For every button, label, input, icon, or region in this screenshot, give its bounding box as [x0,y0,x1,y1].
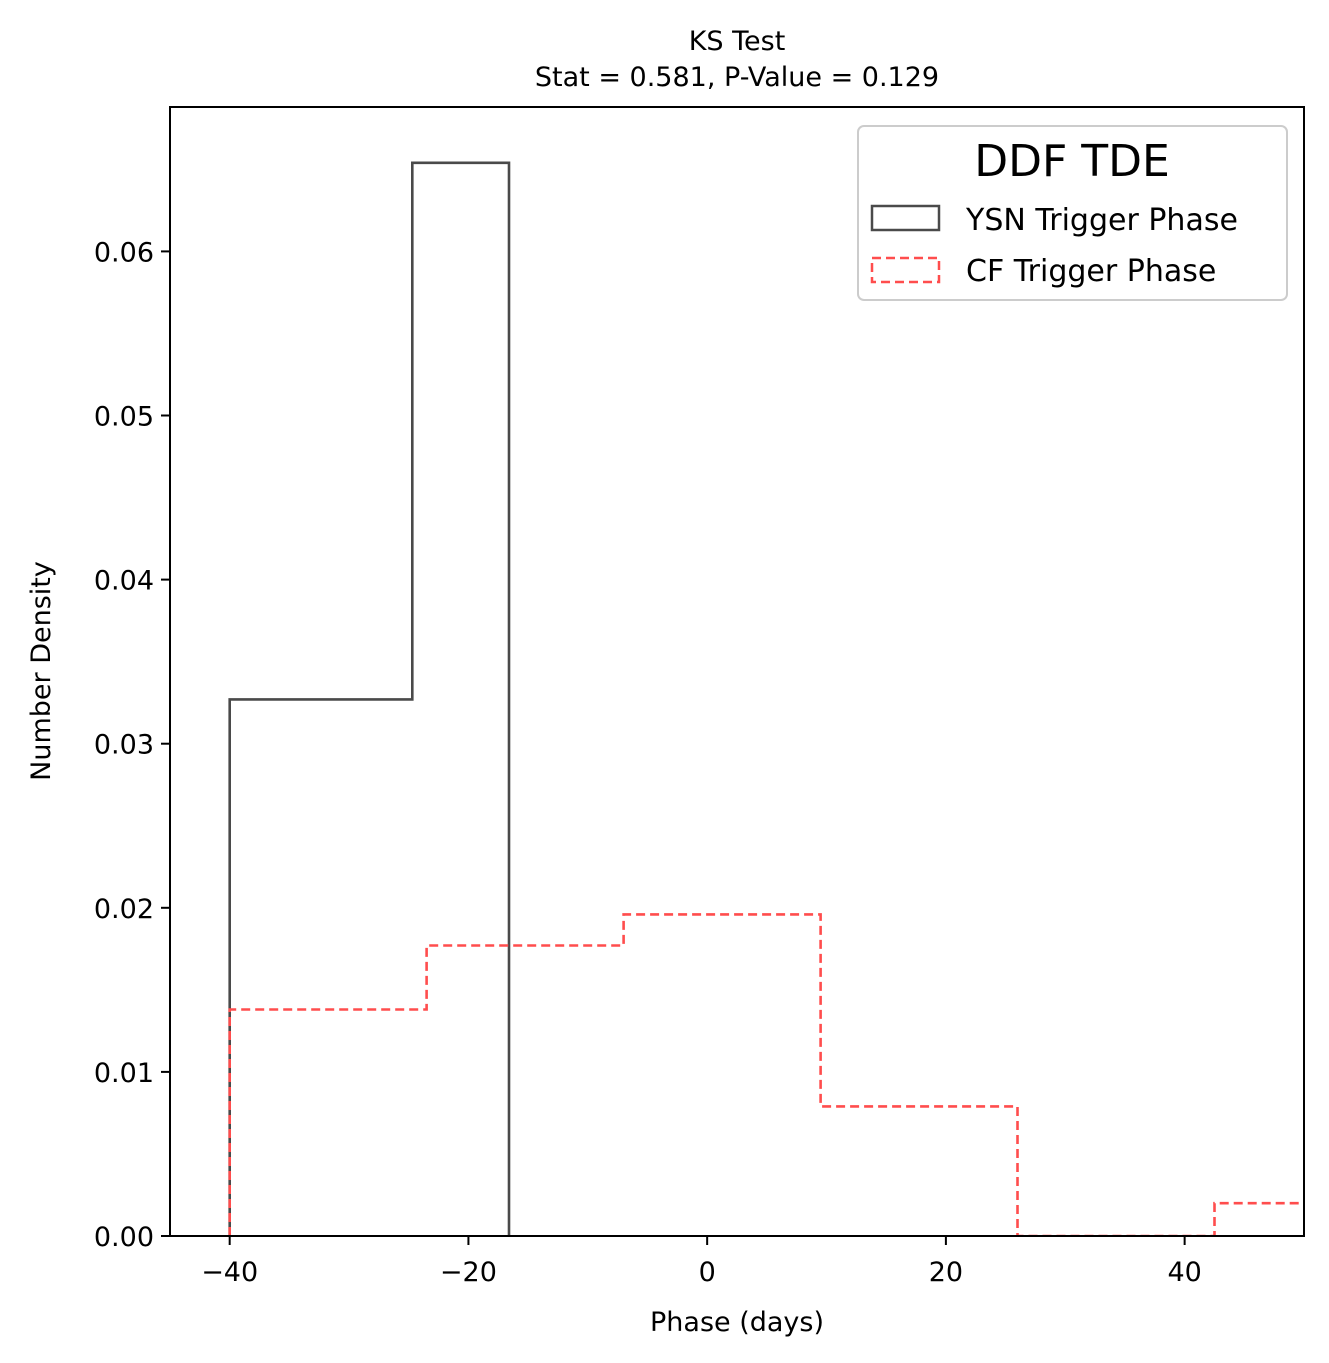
series-ysn-outline [228,161,511,1236]
plot-frame [169,106,1305,1237]
x-tick-label: 40 [1167,1257,1201,1288]
y-tick-label: 0.06 [94,237,154,268]
x-tick-label: 0 [699,1257,716,1288]
bin-cf-2 [624,914,821,1236]
legend-box [857,125,1288,301]
bin-cf-1 [427,946,624,1237]
legend-label-ysn: YSN Trigger Phase [965,203,1238,238]
y-axis-label: Number Density [26,561,57,781]
series-cf-outline [228,913,1304,1236]
y-tick-label: 0.01 [94,1058,154,1089]
bin-ysn-1 [412,163,509,1236]
y-tick-label: 0.02 [94,894,154,925]
legend-swatch-ysn [870,204,941,232]
x-tick-label: −40 [201,1257,258,1288]
y-tick-label: 0.00 [94,1222,154,1253]
bin-cf-0 [230,1010,427,1237]
bin-cf-3 [821,1106,1018,1236]
chart-title-line-2: Stat = 0.581, P-Value = 0.129 [535,62,939,93]
bin-ysn-0 [230,699,413,1236]
bin-cf-5 [1215,1203,1329,1236]
x-axis-ticks: −40 −20 0 20 40 [201,1236,1202,1288]
x-tick-label: −20 [440,1257,497,1288]
legend-label-cf: CF Trigger Phase [966,254,1216,289]
legend-title: DDF TDE [974,136,1170,187]
x-tick-label: 20 [929,1257,963,1288]
y-tick-label: 0.05 [94,402,154,433]
chart-title-line-1: KS Test [689,26,786,57]
y-tick-label: 0.04 [94,566,154,597]
series-layer [228,161,1329,1237]
legend-swatch-cf [870,256,941,284]
y-axis-ticks: 0.00 0.01 0.02 0.03 0.04 0.05 0.06 [94,237,170,1253]
x-axis-label: Phase (days) [650,1307,824,1338]
legend: DDF TDE YSN Trigger Phase CF Trigger Pha… [857,125,1288,301]
y-tick-label: 0.03 [94,730,154,761]
